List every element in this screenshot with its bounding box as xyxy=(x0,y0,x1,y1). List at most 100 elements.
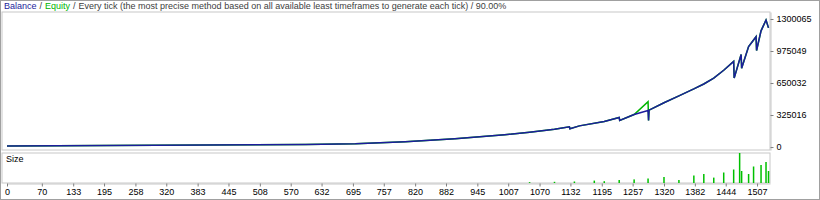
panel-title: Size xyxy=(6,154,24,164)
tick-label: 1257 xyxy=(623,187,643,197)
tick: 0 xyxy=(5,184,10,197)
size-bar xyxy=(663,177,665,183)
tick: 258 xyxy=(128,184,143,197)
tick: 1007 xyxy=(499,184,519,197)
size-bar xyxy=(768,171,770,183)
tick-label: 1382 xyxy=(685,187,705,197)
tick-label: 0 xyxy=(5,187,10,197)
size-bar xyxy=(647,179,649,184)
size-bar xyxy=(554,182,556,183)
tick: 320 xyxy=(159,184,174,197)
tick: 383 xyxy=(191,184,206,197)
tick-label: 325016 xyxy=(777,110,807,120)
size-bar xyxy=(748,174,750,183)
tick: 632 xyxy=(315,184,330,197)
x-axis: 0701331952583203834455085706326957578208… xyxy=(5,184,771,197)
tick-label: 820 xyxy=(408,187,423,197)
size-bar xyxy=(618,180,620,183)
tick-label: 1195 xyxy=(593,187,612,197)
tick: 1070 xyxy=(530,184,550,197)
tick-mark xyxy=(771,51,774,52)
tick: 133 xyxy=(66,184,81,197)
tick-label: 757 xyxy=(377,187,392,197)
size-bar xyxy=(678,180,680,183)
size-bar xyxy=(703,174,705,183)
size-bar xyxy=(633,179,635,183)
tick: 445 xyxy=(221,184,236,197)
tick: 1382 xyxy=(685,184,705,197)
tick-label: 1507 xyxy=(748,187,768,197)
tick-label: 975049 xyxy=(777,46,807,56)
tick: 1300065 xyxy=(771,14,812,24)
size-bar xyxy=(693,176,695,184)
tick-label: 133 xyxy=(66,187,81,197)
tick: 325016 xyxy=(771,110,807,120)
tick: 70 xyxy=(37,184,47,197)
tick-mark xyxy=(771,83,774,84)
size-bar xyxy=(753,167,755,184)
size-bar xyxy=(765,162,767,183)
tick: 1195 xyxy=(593,184,612,197)
separator: / xyxy=(40,1,43,11)
size-bar xyxy=(574,182,576,184)
tick-label: 508 xyxy=(253,187,268,197)
tick-label: 945 xyxy=(470,187,485,197)
title: Every tick (the most precise method base… xyxy=(79,1,507,11)
tick: 945 xyxy=(470,184,485,197)
plot-area xyxy=(7,20,769,146)
size-bar xyxy=(741,171,743,183)
tick-label: 445 xyxy=(221,187,236,197)
tick: 1444 xyxy=(716,184,736,197)
header: Balance/Equity/Every tick (the most prec… xyxy=(4,1,506,11)
size-bar xyxy=(760,165,762,183)
tick: 975049 xyxy=(771,46,807,56)
tick-label: 882 xyxy=(439,187,454,197)
tick: 820 xyxy=(408,184,423,197)
series-line xyxy=(7,20,769,146)
series-line xyxy=(7,20,769,146)
bars-area xyxy=(529,153,769,183)
tick-mark xyxy=(771,19,774,20)
legend-entry: Equity xyxy=(45,1,71,11)
size-bar xyxy=(529,182,531,183)
tick: 0 xyxy=(771,142,782,152)
size-bar xyxy=(594,181,596,183)
tick-mark xyxy=(771,147,774,148)
tick-label: 1007 xyxy=(499,187,519,197)
tick: 882 xyxy=(439,184,454,197)
separator: / xyxy=(73,1,76,11)
size-bar xyxy=(713,178,715,183)
tick-label: 0 xyxy=(777,142,782,152)
chart-container: Balance/Equity/Every tick (the most prec… xyxy=(0,0,820,200)
legend-entry: Balance xyxy=(4,1,37,11)
tick-label: 320 xyxy=(159,187,174,197)
tick-label: 1070 xyxy=(530,187,550,197)
tick: 1257 xyxy=(623,184,643,197)
panel-frame xyxy=(2,153,770,183)
tick: 757 xyxy=(377,184,392,197)
size-bar xyxy=(739,153,741,183)
chart-svg: Balance/Equity/Every tick (the most prec… xyxy=(0,0,820,200)
axis-line xyxy=(8,184,771,185)
tick-label: 70 xyxy=(37,187,47,197)
tick: 570 xyxy=(284,184,299,197)
tick: 1507 xyxy=(748,184,768,197)
outer-frame xyxy=(1,1,820,200)
size-bar xyxy=(723,173,725,184)
tick: 650032 xyxy=(771,78,807,88)
tick-label: 1132 xyxy=(561,187,580,197)
size-bar xyxy=(733,170,735,184)
size-bar xyxy=(604,181,606,183)
tick-label: 570 xyxy=(284,187,299,197)
tick: 508 xyxy=(253,184,268,197)
y-axis: 0 325016 650032 975049 1300065 xyxy=(771,13,812,153)
axis-line xyxy=(771,13,772,151)
tick-label: 383 xyxy=(191,187,206,197)
tick-label: 258 xyxy=(128,187,143,197)
tick-label: 632 xyxy=(315,187,330,197)
tick: 1132 xyxy=(561,184,580,197)
tick-label: 695 xyxy=(346,187,361,197)
tick-mark xyxy=(771,115,774,116)
tick-label: 1300065 xyxy=(777,14,812,24)
tick: 695 xyxy=(346,184,361,197)
